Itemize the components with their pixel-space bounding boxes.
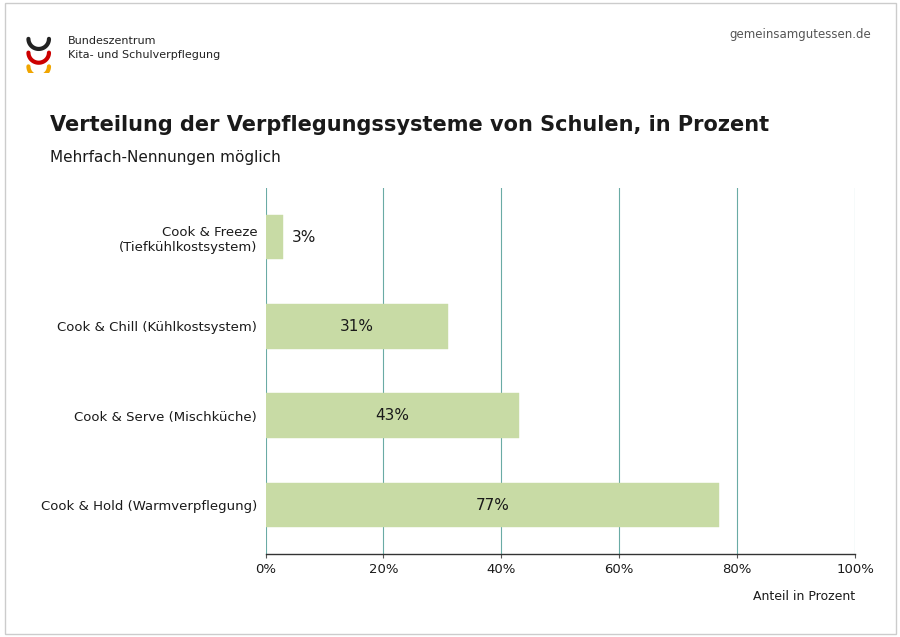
Text: Verteilung der Verpflegungssysteme von Schulen, in Prozent: Verteilung der Verpflegungssysteme von S… bbox=[50, 115, 769, 134]
Bar bbox=[266, 215, 284, 259]
Text: Anteil in Prozent: Anteil in Prozent bbox=[753, 590, 855, 603]
Text: gemeinsamgutessen.de: gemeinsamgutessen.de bbox=[729, 28, 871, 41]
Text: Mehrfach-Nennungen möglich: Mehrfach-Nennungen möglich bbox=[50, 150, 280, 165]
Bar bbox=[266, 304, 448, 348]
Bar bbox=[266, 394, 519, 438]
Text: 77%: 77% bbox=[475, 497, 509, 513]
Text: 43%: 43% bbox=[375, 408, 410, 423]
Bar bbox=[266, 483, 719, 527]
Text: Bundeszentrum
Kita- und Schulverpflegung: Bundeszentrum Kita- und Schulverpflegung bbox=[68, 36, 220, 60]
Text: 3%: 3% bbox=[292, 229, 317, 245]
Text: 31%: 31% bbox=[340, 319, 374, 334]
